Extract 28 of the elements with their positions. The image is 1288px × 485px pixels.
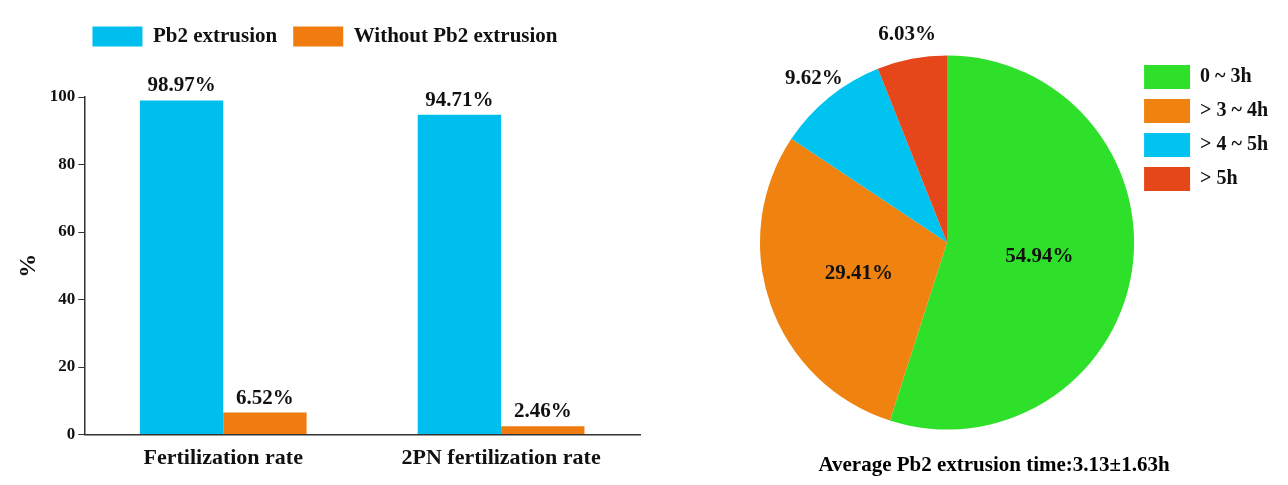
bar [223,412,307,435]
data-label: 6.03% [878,21,937,46]
legend-label: Without Pb2 extrusion [353,22,558,47]
y-tick-label: 20 [58,356,76,376]
data-label: 29.41% [824,259,893,284]
legend-label: > 3 ~ 4h [1200,98,1268,121]
y-axis-title: % [13,253,40,278]
bar [417,114,502,435]
y-tick-label: 100 [49,86,76,106]
data-label: 9.62% [785,64,843,89]
bar [501,426,585,435]
bar [139,100,224,435]
y-tick-label: 80 [58,153,76,173]
x-tick-label: Fertilization rate [143,444,304,470]
legend-label: > 5h [1200,166,1238,189]
text: Average Pb2 extrusion time:3.13±1.63h [817,452,1171,477]
data-label: 6.52% [236,384,294,409]
data-label: 54.94% [1005,243,1074,268]
data-label: 94.71% [425,86,494,111]
y-tick-label: 40 [58,288,76,308]
y-tick-label: 0 [66,423,76,443]
legend-label: Pb2 extrusion [152,22,278,47]
legend-label: > 4 ~ 5h [1200,132,1268,155]
x-tick-label: 2PN fertilization rate [401,444,601,470]
y-tick-label: 60 [58,221,76,241]
data-label: 2.46% [513,398,572,423]
data-label: 98.97% [147,72,216,97]
legend-label: 0 ~ 3h [1200,64,1252,87]
